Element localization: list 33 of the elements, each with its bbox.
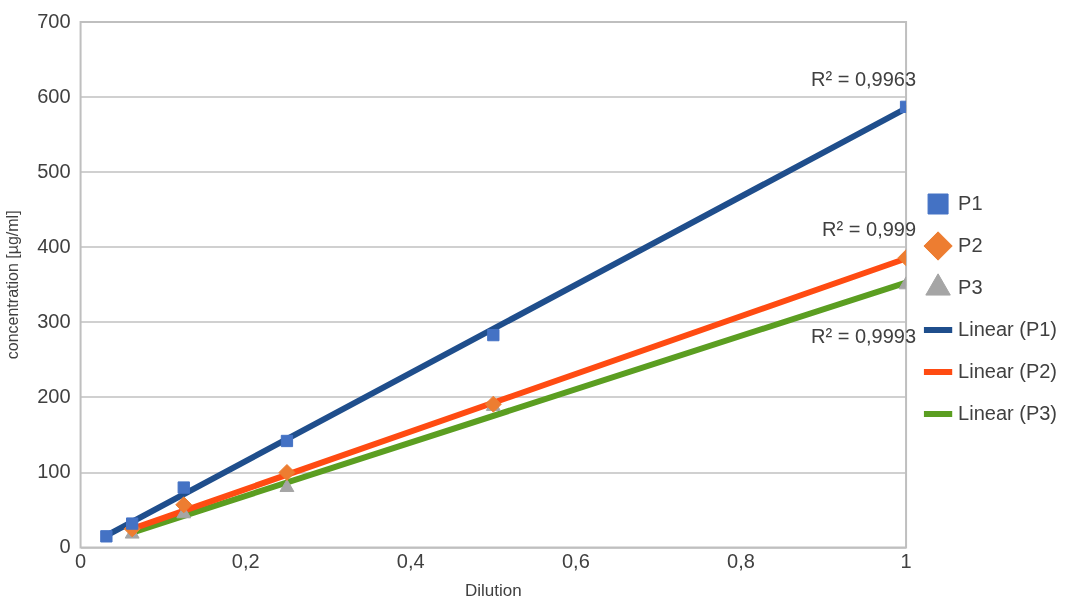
point — [280, 434, 294, 448]
annotation: R² = 0,9993 — [810, 325, 917, 348]
legend-label: Linear (P1) — [958, 317, 1057, 340]
y-tick-label: 100 — [37, 460, 71, 483]
point — [278, 464, 296, 482]
y-tick-label: 500 — [37, 159, 71, 182]
point — [175, 496, 193, 514]
y-tick-label: 700 — [37, 9, 71, 32]
x-tick-label: 0,8 — [727, 550, 755, 573]
point — [279, 479, 295, 493]
legend-label: Linear (P2) — [958, 359, 1057, 382]
point — [177, 481, 190, 494]
x-tick-label: 1 — [900, 550, 912, 573]
y-tick-label: 400 — [37, 234, 71, 257]
x-tick-label: 0 — [75, 550, 87, 573]
y-tick-label: 0 — [59, 535, 71, 558]
legend-label: P3 — [958, 275, 983, 298]
x-tick-label: 0,6 — [561, 550, 590, 573]
legend-label: P1 — [958, 191, 983, 214]
point — [487, 328, 500, 342]
y-tick-label: 600 — [37, 84, 71, 107]
point — [100, 530, 113, 543]
point — [126, 517, 139, 530]
x-tick-label: 0,4 — [396, 550, 425, 573]
y-tick-label: 300 — [37, 309, 71, 332]
legend-label: P2 — [958, 233, 983, 256]
x-tick-label: 0,2 — [231, 550, 260, 573]
y-tick-label: 200 — [37, 384, 71, 407]
x-axis-title: Dilution — [464, 581, 522, 601]
y-axis-title: concentration [µg/ml] — [4, 210, 22, 360]
annotation: R² = 0,9963 — [810, 67, 917, 90]
legend-label: Linear (P3) — [958, 401, 1057, 424]
annotation: R² = 0,999 — [822, 218, 917, 241]
